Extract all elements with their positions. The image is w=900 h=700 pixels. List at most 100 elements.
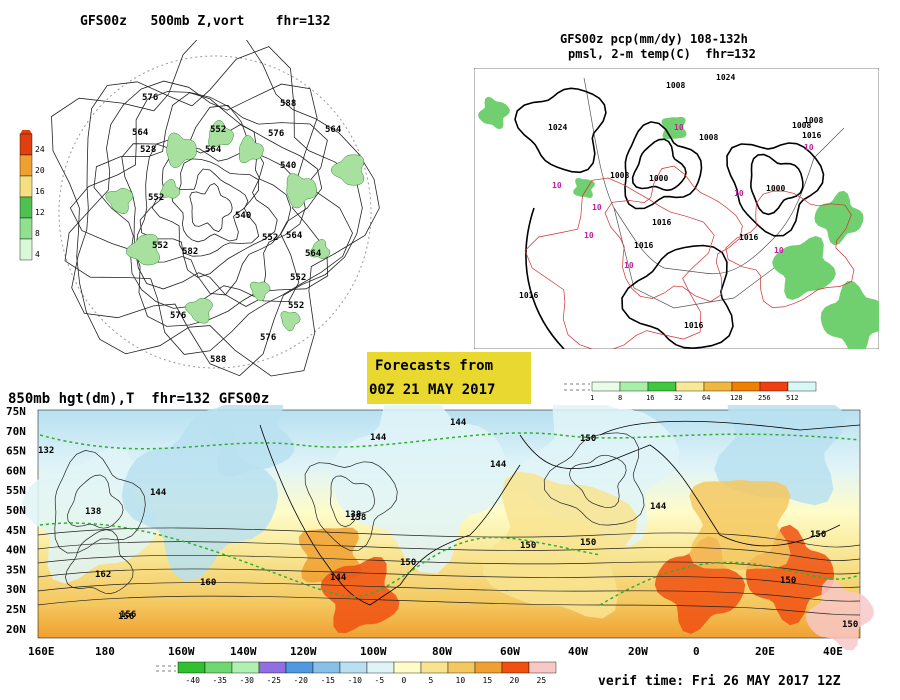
- vorticity-area: [239, 135, 264, 164]
- precip-title-line1: GFS00z pcp(mm/dy) 108-132h: [560, 32, 748, 46]
- precip-colorbar: 1 8 16 32 64 128 256 512: [564, 381, 817, 402]
- vorticity-area: [185, 297, 213, 324]
- isobar-label: 1008: [804, 116, 823, 125]
- height-label: 138: [350, 513, 366, 523]
- precip-title-line2: pmsl, 2-m temp(C) fhr=132: [568, 47, 756, 61]
- temp-colorbar-tick: -15: [321, 676, 336, 685]
- temp-colorbar-swatch: [339, 661, 368, 674]
- temp-label: 10: [734, 189, 744, 198]
- vort-colorbar-tick: 4: [35, 250, 40, 259]
- isobar-label: 1008: [666, 81, 685, 90]
- isobar: [726, 142, 825, 237]
- lat-label: 75N: [6, 405, 26, 418]
- height-contour: [304, 461, 398, 551]
- temperature-area: [806, 579, 874, 651]
- isobar-label: 1024: [548, 123, 567, 132]
- precip-colorbar-swatch: [787, 381, 817, 392]
- vorticity-area: [280, 311, 301, 332]
- temp-colorbar-swatch: [258, 661, 287, 674]
- contour-label: 564: [325, 125, 342, 135]
- lat-label: 65N: [6, 445, 26, 458]
- precip-colorbar-swatch: [731, 381, 761, 392]
- lat-label: 60N: [6, 464, 26, 477]
- temp-colorbar-tick: -30: [240, 676, 255, 685]
- freezing-isotherm: [39, 432, 861, 450]
- temp-colorbar-swatch: [501, 661, 530, 674]
- lon-label: 120W: [290, 645, 317, 658]
- lon-label: 80W: [432, 645, 452, 658]
- isobar: [621, 244, 734, 349]
- temp-colorbar-dash: [156, 665, 176, 672]
- isobar-label: 1016: [634, 241, 653, 250]
- height-contour: [65, 529, 134, 594]
- vorticity-area: [330, 154, 365, 186]
- temp-label: 10: [804, 143, 814, 152]
- lon-label: 140W: [230, 645, 257, 658]
- height-label: 132: [38, 446, 54, 456]
- temp-colorbar-swatch: [528, 661, 557, 674]
- height-label: 160: [200, 578, 216, 588]
- temp-colorbar-swatch: [231, 661, 260, 674]
- contour-label: 552: [262, 233, 278, 243]
- precip-colorbar-tick: 256: [758, 394, 771, 402]
- temp-colorbar-tick: -25: [267, 676, 282, 685]
- coastline: [613, 207, 775, 309]
- temperature-area: [320, 556, 400, 634]
- vorticity-area: [286, 173, 317, 209]
- precip-area: [478, 96, 510, 130]
- precip-colorbar-tick: 16: [646, 394, 654, 402]
- height-contour: [51, 40, 380, 377]
- height-contour: [37, 527, 861, 548]
- precip-colorbar-swatch: [759, 381, 789, 392]
- height-label: 144: [450, 418, 467, 428]
- isobar-label: 1016: [739, 233, 758, 242]
- temp-colorbar: -40 -35 -30 -25 -20 -15 -10 -5 0 5 10 15 20 25: [156, 661, 557, 685]
- panel-500mb-title: GFS00z 500mb Z,vort fhr=132: [80, 14, 331, 29]
- temp-colorbar-tick: -35: [213, 676, 228, 685]
- panel-850mb-title: 850mb hgt(dm),T fhr=132 GFS00z: [8, 391, 270, 407]
- vorticity-area: [159, 178, 181, 199]
- precip-colorbar-swatch: [647, 381, 677, 392]
- polar-map-500mb: 576 588 564 552 576 540 528 564 552 540 552 564 582 5…: [51, 40, 380, 377]
- precip-colorbar-tick: 128: [730, 394, 743, 402]
- lon-label: 160W: [168, 645, 195, 658]
- height-label: 150: [810, 530, 826, 540]
- vorticity-area: [250, 281, 271, 302]
- height-label: 156: [118, 612, 134, 622]
- height-label: 138: [345, 510, 361, 520]
- height-label: 144: [650, 502, 667, 512]
- isobar: [631, 138, 687, 192]
- vort-colorbar-swatch: [19, 133, 33, 156]
- height-contour: [67, 474, 124, 529]
- temp-colorbar-tick: -5: [375, 676, 385, 685]
- height-contour: [71, 46, 363, 377]
- precip-area: [820, 281, 879, 349]
- temp-label: 10: [584, 231, 594, 240]
- lon-label: 40E: [823, 645, 843, 658]
- temperature-isotherm: [524, 177, 715, 349]
- temp-colorbar-tick: -40: [186, 676, 201, 685]
- height-contour: [64, 80, 353, 355]
- coastline: [599, 420, 861, 436]
- isobar-label: 1008: [792, 121, 811, 130]
- temperature-area: [331, 405, 509, 574]
- temp-label: 10: [674, 123, 684, 132]
- lon-label: 20E: [755, 645, 775, 658]
- temp-label: 10: [624, 261, 634, 270]
- vort-colorbar-tick: 24: [35, 145, 45, 154]
- vorticity-area: [105, 188, 134, 214]
- contour-label: 552: [210, 125, 226, 135]
- contour-label: 576: [142, 93, 158, 103]
- precip-colorbar-swatch: [619, 381, 649, 392]
- temperature-area: [689, 480, 791, 570]
- lat-label: 70N: [6, 425, 26, 438]
- vort-colorbar-tick: 12: [35, 208, 45, 217]
- banner-line1: Forecasts from: [375, 358, 494, 374]
- height-contour: [93, 92, 323, 309]
- lat-label: 40N: [6, 544, 26, 557]
- temp-colorbar-swatch: [204, 661, 233, 674]
- precip-area: [772, 236, 836, 300]
- map-850mb: 132 144 138 150 144 144 138 144 150 162 150 156 138 1…: [6, 405, 874, 658]
- temp-colorbar-tick: 0: [402, 676, 407, 685]
- contour-label: 564: [205, 145, 222, 155]
